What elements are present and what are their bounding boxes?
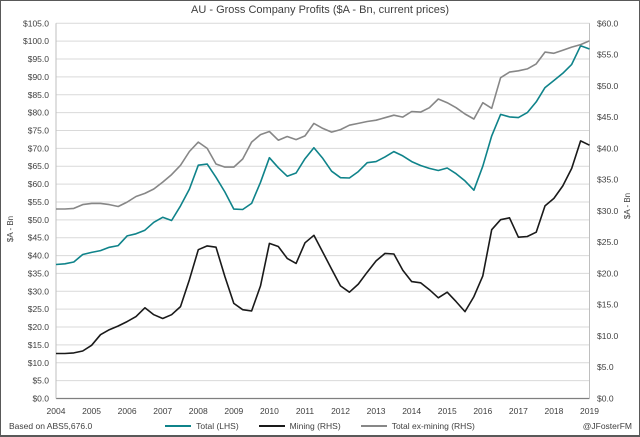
legend-swatch-mining	[258, 425, 285, 427]
left-axis-tick-label: $105.0	[23, 18, 49, 28]
x-axis-tick-label: 2010	[260, 406, 279, 416]
left-axis-tick-label: $45.0	[28, 233, 50, 243]
x-axis-tick-label: 2016	[473, 406, 492, 416]
left-axis-tick-label: $5.0	[32, 376, 49, 386]
left-axis-tick-label: $50.0	[28, 215, 50, 225]
chart-title: AU - Gross Company Profits ($A - Bn, cur…	[191, 4, 449, 16]
x-axis-tick-label: 2019	[580, 406, 599, 416]
right-axis-tick-label: $10.0	[597, 331, 619, 341]
series-line-mining	[56, 140, 590, 355]
x-axis-tick-label: 2009	[224, 406, 243, 416]
left-axis-tick-label: $80.0	[28, 108, 50, 118]
legend-label: Mining (RHS)	[289, 421, 341, 431]
legend-label: Total ex-mining (RHS)	[391, 421, 475, 431]
left-axis-tick-label: $100.0	[23, 36, 49, 46]
left-axis-tick-label: $85.0	[28, 90, 50, 100]
left-axis-title: $A - Bn	[6, 216, 15, 242]
x-axis-tick-label: 2012	[331, 406, 350, 416]
left-axis-tick-label: $90.0	[28, 72, 50, 82]
right-axis-tick-label: $40.0	[597, 143, 619, 153]
source-note: Based on ABS5,676.0	[9, 421, 93, 431]
series-line-ex_mining	[56, 40, 590, 210]
left-axis-tick-label: $65.0	[28, 161, 50, 171]
x-axis-tick-label: 2013	[367, 406, 386, 416]
right-axis-tick-label: $45.0	[597, 112, 619, 122]
x-axis-tick-label: 2018	[544, 406, 563, 416]
x-axis-tick-label: 2007	[153, 406, 172, 416]
legend-swatch-total	[165, 425, 192, 427]
x-axis-tick-label: 2008	[189, 406, 208, 416]
x-axis-tick-label: 2014	[402, 406, 421, 416]
left-axis-tick-label: $30.0	[28, 286, 50, 296]
left-axis-tick-label: $60.0	[28, 179, 50, 189]
left-axis-tick-label: $35.0	[28, 268, 50, 278]
legend-item-total: Total (LHS)	[165, 421, 239, 431]
right-axis-tick-label: $20.0	[597, 268, 619, 278]
left-axis-tick-label: $95.0	[28, 54, 50, 64]
right-axis-title: $A - Bn	[623, 193, 632, 219]
right-axis-tick-label: $25.0	[597, 237, 619, 247]
left-axis-tick-label: $25.0	[28, 304, 50, 314]
left-axis-tick-label: $10.0	[28, 358, 50, 368]
left-axis-tick-label: $70.0	[28, 143, 50, 153]
series-line-total	[55, 44, 590, 266]
x-axis-tick-label: 2017	[509, 406, 528, 416]
right-axis-tick-label: $15.0	[597, 300, 619, 310]
x-axis-tick-label: 2005	[82, 406, 101, 416]
right-axis-tick-label: $0.0	[597, 394, 614, 404]
footer-row: Based on ABS5,676.0 Total (LHS) Mining (R…	[1, 419, 639, 435]
x-axis-tick-label: 2004	[47, 406, 66, 416]
right-axis-tick-label: $5.0	[597, 362, 614, 372]
legend-swatch-ex_mining	[360, 425, 387, 427]
right-axis-tick-label: $50.0	[597, 81, 619, 91]
right-axis-tick-label: $60.0	[597, 18, 619, 28]
legend-label: Total (LHS)	[196, 421, 239, 431]
left-axis-tick-label: $40.0	[28, 251, 50, 261]
legend-item-ex_mining: Total ex-mining (RHS)	[360, 421, 475, 431]
author-handle: @JFosterFM	[582, 421, 632, 431]
left-axis-tick-label: $20.0	[28, 322, 50, 332]
left-axis-tick-label: $55.0	[28, 197, 50, 207]
right-axis-tick-label: $30.0	[597, 206, 619, 216]
x-axis-tick-label: 2015	[438, 406, 457, 416]
right-axis-tick-label: $35.0	[597, 175, 619, 185]
legend-item-mining: Mining (RHS)	[258, 421, 341, 431]
legend: Total (LHS) Mining (RHS) Total ex-mining (…	[1, 421, 639, 431]
left-axis-tick-label: $75.0	[28, 126, 50, 136]
left-axis-tick-label: $15.0	[28, 340, 50, 350]
right-axis-tick-label: $55.0	[597, 50, 619, 60]
x-axis-tick-label: 2006	[118, 406, 137, 416]
left-axis-tick-label: $0.0	[32, 394, 49, 404]
x-axis-tick-label: 2011	[296, 406, 315, 416]
